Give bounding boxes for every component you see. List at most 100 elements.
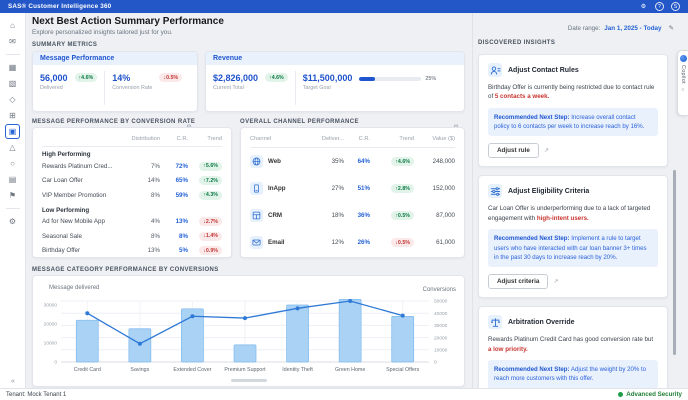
external-link-icon[interactable]: ↗ [553, 278, 558, 285]
offer-conversion-rate: 5% [160, 247, 188, 254]
page-header: Next Best Action Summary Performance Exp… [32, 16, 224, 36]
grid-icon [250, 209, 263, 222]
offer-distribution: 13% [122, 247, 160, 254]
bar-line-chart: 0100002000030000400005000001000020000300… [37, 298, 462, 383]
svg-text:Extended Cover: Extended Cover [173, 367, 211, 373]
sidebar-divider [6, 54, 20, 55]
sidebar-item-dashboard[interactable]: ▦ [6, 61, 19, 74]
trend-badge: ↑2.8% [391, 184, 414, 193]
trend-badge: ↑0.5% [391, 211, 414, 220]
offer-conversion-rate: 65% [160, 177, 188, 184]
chart-horizontal-scrollbar[interactable] [231, 379, 267, 382]
sidebar-item-next-best-action[interactable]: ▣ [6, 125, 19, 138]
col-delivered: Deliver... [310, 136, 344, 142]
insight-body-highlight: 5 contacts a week. [495, 93, 549, 100]
sidebar-item-goals[interactable]: ⚑ [6, 189, 19, 202]
edit-date-icon[interactable]: ✎ [669, 24, 674, 32]
sidebar-item-home[interactable]: ⌂ [6, 19, 19, 32]
conversion-table-header: Distribution C.R. Trend [42, 133, 222, 147]
nav-messages-icon: ✉ [9, 37, 16, 46]
trend-badge: ↓0.9% [199, 246, 222, 255]
app-title: SAS® Customer Intelligence 360 [8, 3, 111, 10]
copilot-grip-icon: ≡ [682, 87, 685, 93]
advanced-security-badge: Advanced Security [618, 391, 682, 398]
delivered-trend-badge: ↑4.6% [75, 73, 98, 82]
col-value: Value ($) [414, 136, 455, 142]
offer-group-label: Low Performing [42, 203, 222, 215]
revenue-title: Revenue [206, 52, 464, 65]
sidebar-item-reports[interactable]: ▧ [6, 77, 19, 90]
svg-text:50000: 50000 [434, 299, 448, 305]
svg-text:0: 0 [54, 360, 57, 366]
offer-conversion-rate: 72% [160, 163, 188, 170]
channel-value: 152,000 [414, 185, 455, 192]
offer-conversion-rate: 8% [160, 233, 188, 240]
channel-cell: CRM [250, 209, 310, 222]
recommendation-label: Recommended Next Step: [494, 235, 570, 242]
sidebar-item-data[interactable]: ▤ [6, 173, 19, 186]
sidebar-item-triggers[interactable]: △ [6, 141, 19, 154]
help-icon[interactable]: ? [655, 2, 664, 11]
offer-trend: ↑4.3% [188, 191, 222, 200]
sidebar-divider [6, 208, 20, 209]
sidebar-item-messages[interactable]: ✉ [6, 35, 19, 48]
channel-trend: ↑2.8% [370, 184, 414, 193]
channel-cell: Email [250, 236, 310, 249]
sidebar-item-plans[interactable]: ⊞ [6, 109, 19, 122]
svg-text:Credit Card: Credit Card [74, 367, 101, 373]
offer-distribution: 14% [122, 177, 160, 184]
insight-card-header: Adjust Eligibility Criteria [488, 184, 658, 198]
insight-title: Adjust Contact Rules [508, 67, 579, 74]
channel-delivered: 35% [310, 158, 344, 165]
insight-card: Adjust Eligibility Criteria Car Loan Offe… [478, 175, 668, 298]
copilot-tab[interactable]: Copilot ≡ [677, 50, 688, 116]
sidebar-item-segments[interactable]: ○ [6, 157, 19, 170]
progress-track [359, 77, 421, 81]
user-avatar[interactable]: S [671, 2, 680, 11]
insight-action-button[interactable]: Adjust criteria [488, 274, 548, 289]
nav-audiences-icon: ◇ [9, 95, 15, 104]
target-goal-label: Target Goal [303, 85, 353, 91]
nav-home-icon: ⌂ [10, 21, 15, 30]
insight-body: Car Loan Offer is underperforming due to… [488, 204, 658, 223]
insight-action-button[interactable]: Adjust rule [488, 143, 539, 158]
insights-cards: Adjust Contact RulesBirthday Offer is cu… [478, 54, 668, 400]
offer-row: Ad for New Mobile App4%13%↓2.7% [42, 215, 222, 230]
nav-next-best-action-icon: ▣ [9, 127, 17, 136]
sidebar-nav: ⌂ ✉ ▦ ▧ ◇ ⊞ ▣ △ ○ ▤ ⚑ ⚙ [0, 13, 25, 231]
external-link-icon[interactable]: ↗ [544, 147, 549, 154]
svg-text:0: 0 [434, 360, 437, 366]
svg-text:Premium Support: Premium Support [224, 367, 266, 373]
conversion-trend-badge: ↓0.5% [159, 73, 182, 82]
conversion-table-label: MESSAGE PERFORMANCE BY CONVERSION RATE [32, 119, 195, 125]
category-performance-chart-card: Message delivered Conversions 0100002000… [32, 275, 465, 387]
offer-trend: ↓0.9% [188, 246, 222, 255]
sidebar-item-settings[interactable]: ⚙ [6, 215, 19, 228]
settings-icon[interactable]: ⚙ [639, 2, 648, 11]
insight-actions: Adjust criteria ↗ [488, 274, 658, 289]
right-axis-title: Conversions [423, 287, 456, 293]
channel-delivered: 27% [310, 185, 344, 192]
sidebar-collapse-button[interactable]: « [0, 378, 26, 385]
svg-text:30000: 30000 [434, 323, 448, 329]
offer-row: Rewards Platinum Cred...7%72%↑5.6% [42, 159, 222, 174]
channel-conversion-rate: 64% [344, 158, 370, 165]
insights-scrollbar[interactable] [673, 170, 676, 355]
security-status-dot-icon [618, 392, 623, 397]
current-total-label: Current Total [213, 85, 258, 91]
tenant-label: Tenant: Mock Tenant 1 [6, 392, 66, 398]
offer-row: Seasonal Sale8%8%↓1.4% [42, 229, 222, 244]
nav-dashboard-icon: ▦ [9, 63, 17, 72]
topbar: SAS® Customer Intelligence 360 ⚙? S [0, 0, 688, 13]
offer-row: VIP Member Promotion8%59%↑4.3% [42, 188, 222, 203]
svg-text:Savings: Savings [130, 367, 149, 373]
conversion-rate-metric: 14% Conversion Rate [112, 73, 152, 91]
channel-value: 87,000 [414, 212, 455, 219]
sidebar-item-audiences[interactable]: ◇ [6, 93, 19, 106]
date-range-value[interactable]: Jan 1, 2025 - Today [604, 25, 661, 32]
insight-card: Adjust Contact RulesBirthday Offer is cu… [478, 54, 668, 167]
revenue-trend-badge: ↑4.6% [265, 73, 288, 82]
channel-row: CRM18%36%↑0.5%87,000 [250, 202, 455, 229]
copilot-label: Copilot [680, 65, 686, 84]
channel-value: 248,000 [414, 158, 455, 165]
